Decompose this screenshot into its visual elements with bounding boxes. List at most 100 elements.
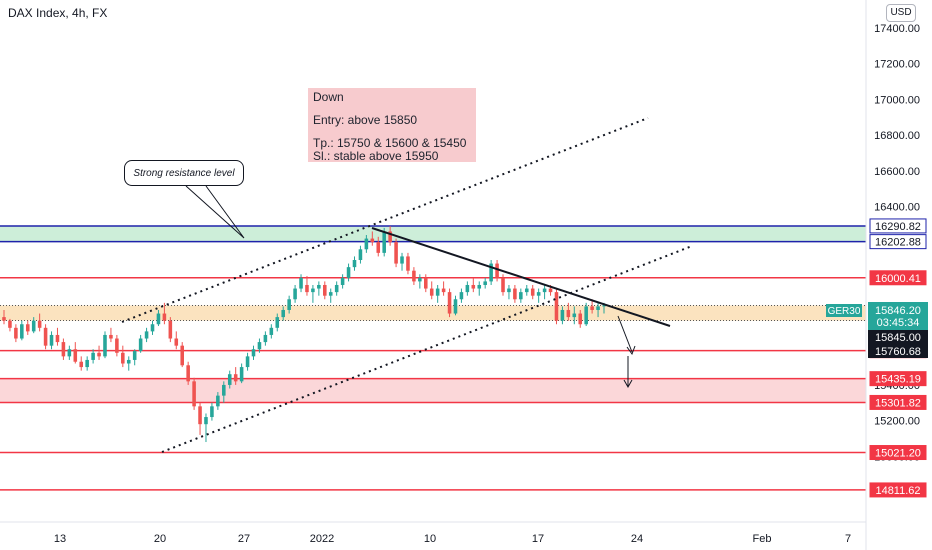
last-price-label: 15846.20	[875, 305, 921, 317]
zone-price-label: 15760.68	[875, 346, 921, 358]
candle-body	[233, 374, 238, 382]
zone-green	[0, 225, 866, 242]
candle-body	[257, 342, 262, 350]
channel-upper-line	[121, 117, 649, 323]
candle-body	[323, 284, 327, 296]
x-tick-label: 7	[845, 533, 851, 545]
candle-body	[572, 313, 577, 318]
candle-body	[144, 331, 149, 339]
x-tick-label: Feb	[753, 533, 772, 545]
candle-body	[126, 359, 131, 364]
candle-body	[79, 361, 84, 368]
candle-body	[578, 313, 583, 325]
candle-body	[495, 263, 499, 278]
symbol-tag	[826, 304, 862, 317]
candle-body	[346, 267, 351, 278]
candle-body	[251, 349, 256, 357]
candle-body	[447, 292, 452, 314]
channel-lower-line	[161, 245, 693, 453]
candle-body	[192, 381, 196, 407]
y-tick-label: 16800.00	[874, 130, 920, 142]
candle-body	[376, 242, 381, 253]
candle-body	[489, 263, 493, 282]
currency-button[interactable]: USD	[886, 4, 916, 22]
candle-body	[483, 281, 487, 285]
candle-body	[388, 231, 392, 243]
level-price-label: 15021.20	[875, 448, 921, 460]
candle-body	[596, 306, 600, 310]
candle-body	[358, 249, 363, 260]
descending-trend-line	[371, 227, 671, 327]
candle-body	[245, 356, 250, 368]
candle-body	[204, 417, 208, 425]
candle-body	[507, 288, 511, 293]
arrow-head	[623, 379, 633, 389]
candle-body	[441, 288, 446, 293]
level-price-label: 14811.62	[875, 485, 920, 497]
callout-pointer	[185, 185, 245, 239]
countdown-label: 03:45:34	[877, 317, 920, 329]
candle-body	[435, 288, 440, 296]
candle-body	[156, 313, 161, 325]
level-price-label: 15435.19	[875, 374, 921, 386]
x-tick-label: 17	[532, 533, 544, 545]
candle-body	[424, 277, 428, 289]
candle-body	[174, 338, 179, 346]
candle-body	[121, 352, 125, 364]
candle-body	[20, 324, 24, 339]
chart-title: DAX Index, 4h, FX	[8, 6, 108, 20]
candle-body	[222, 384, 226, 396]
candle-body	[37, 320, 42, 328]
x-tick-label: 24	[631, 533, 643, 545]
y-tick-label: 17200.00	[874, 59, 920, 71]
note-take-profit: Tp.: 15750 & 15600 & 15450	[313, 136, 467, 150]
candle-body	[400, 256, 404, 264]
candle-body	[287, 299, 291, 310]
candle-body	[55, 334, 60, 343]
note-direction: Down	[313, 90, 344, 104]
candle-body	[394, 242, 398, 264]
y-tick-label: 17400.00	[874, 23, 920, 35]
arrow-head	[626, 345, 636, 356]
candle-body	[429, 288, 434, 296]
y-tick-label: 17000.00	[874, 94, 920, 106]
candle-body	[91, 352, 95, 360]
candle-body	[138, 338, 143, 352]
candle-body	[352, 260, 357, 268]
level-price-label: 16202.88	[875, 237, 921, 249]
candle-body	[43, 327, 48, 346]
candle-body	[328, 292, 333, 296]
candle-body	[49, 334, 54, 346]
note-entry: Entry: above 15850	[313, 113, 418, 127]
candle-body	[340, 277, 345, 285]
candle-body	[305, 284, 309, 293]
zone-price-tag	[868, 344, 928, 358]
resistance-callout: Strong resistance level	[124, 160, 244, 186]
x-tick-label: 27	[238, 533, 250, 545]
candle-body	[61, 342, 66, 357]
x-tick-label: 20	[154, 533, 166, 545]
candle-body	[115, 338, 119, 353]
candle-body	[370, 238, 375, 243]
level-price-tag	[869, 394, 927, 410]
zone-price-label: 15845.00	[875, 332, 921, 344]
candle-body	[459, 292, 464, 300]
candle-body	[418, 277, 422, 282]
candle-body	[275, 317, 280, 328]
candle-body	[501, 277, 505, 293]
candle-body	[186, 365, 190, 382]
zone-price-tag	[868, 330, 928, 344]
x-tick-label: 2022	[310, 533, 334, 545]
candle-body	[542, 288, 547, 293]
trade-note: Down Entry: above 15850 Tp.: 15750 & 156…	[308, 88, 476, 163]
candle-body	[566, 309, 571, 318]
y-tick-label: 16600.00	[874, 166, 920, 178]
level-price-tag	[869, 482, 927, 498]
candle-body	[150, 324, 155, 332]
candle-body	[406, 256, 410, 271]
zone-red	[0, 378, 866, 403]
candle-body	[519, 292, 523, 300]
candle-body	[293, 288, 297, 300]
candle-body	[334, 284, 339, 293]
